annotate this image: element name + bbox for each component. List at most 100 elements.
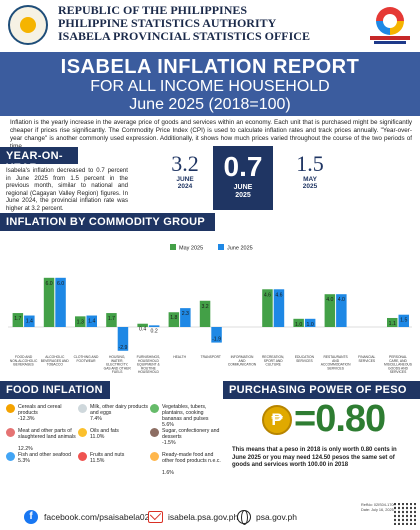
header-line-2: PHILIPPINE STATISTICS AUTHORITY — [58, 16, 277, 30]
food-item: Fruits and nuts 11.5% — [78, 452, 150, 476]
intro-paragraph: Inflation is the yearly increase in the … — [10, 119, 412, 150]
globe-icon[interactable] — [237, 510, 251, 525]
bar-june-13 — [398, 314, 409, 327]
release-date: Date: July 16, 2025 — [361, 507, 394, 512]
food-item-value: 11.5% — [90, 458, 105, 464]
data-label-may-2: 6.0 — [45, 281, 52, 287]
food-item-name: Fruits and nuts — [90, 452, 125, 458]
food-item-name: Vegetables, tubers, plantains, cooking b… — [162, 404, 209, 422]
data-label-may-7: 3.2 — [201, 304, 208, 310]
category-label-9: RECREATION, SPORT AND CULTURE — [262, 355, 284, 367]
inflation-june-2025-year: 2025 — [235, 192, 251, 199]
header-line-3: ISABELA PROVINCIAL STATISTICS OFFICE — [58, 29, 310, 43]
email-link[interactable]: isabela.psa.gov.ph — [168, 512, 239, 522]
qr-code — [394, 503, 416, 525]
food-item: Vegetables, tubers, plantains, cooking b… — [150, 404, 222, 428]
bar-june-3 — [86, 315, 97, 327]
facebook-icon[interactable]: f — [24, 510, 38, 524]
legend-swatch-2 — [218, 244, 224, 250]
inflation-may-2025: 1.5 MAY 2025 — [290, 152, 330, 191]
purchasing-power-heading: PURCHASING POWER OF PESO — [223, 381, 420, 399]
bar-may-2 — [43, 277, 55, 327]
food-category-icon — [6, 428, 15, 437]
bar-may-1 — [12, 313, 24, 327]
data-label-may-11: 4.0 — [326, 297, 333, 303]
food-item-value: -12.3% — [18, 416, 35, 422]
bar-june-10 — [304, 318, 316, 327]
title-banner: ISABELA INFLATION REPORT FOR ALL INCOME … — [0, 52, 420, 116]
inflation-may-2025-year: 2025 — [302, 183, 318, 190]
bar-may-6 — [168, 312, 180, 327]
website-link[interactable]: psa.gov.ph — [256, 512, 297, 522]
report-title: ISABELA INFLATION REPORT — [60, 56, 360, 78]
header: REPUBLIC OF THE PHILIPPINES PHILIPPINE S… — [0, 0, 420, 52]
commodity-bar-chart: May 2025 June 2025 1.7 1.4 FOOD AND NON-ALCOH… — [8, 244, 413, 374]
food-item: Fish and other seafood 5.3% — [6, 452, 78, 476]
category-label-12: FINANCIAL SERVICES — [358, 355, 376, 363]
food-category-icon — [78, 452, 87, 461]
food-item-value: 11.0% — [90, 434, 105, 440]
bar-june-7 — [211, 327, 222, 343]
bagong-pilipinas-logo — [368, 5, 412, 45]
inflation-june-2024: 3.2 JUNE 2024 — [165, 151, 205, 191]
legend-swatch-1 — [170, 244, 176, 250]
category-label-6: HEALTH — [173, 355, 186, 359]
peso-coin-icon: ₱ — [262, 405, 292, 435]
bar-june-1 — [24, 315, 35, 327]
food-item: Meat and other parts of slaughtered land… — [6, 428, 78, 452]
category-label-7: TRANSPORT — [201, 355, 221, 359]
reference-info: RefNo: 02IS04-1706 Date: July 16, 2025 — [361, 503, 396, 512]
data-label-may-6: 1.8 — [170, 315, 177, 321]
legend-label-2: June 2025 — [227, 246, 253, 252]
category-label-1: FOOD AND NON-ALCOHOLIC BEVERAGES — [10, 355, 38, 367]
bar-may-7 — [199, 300, 211, 327]
inflation-june-2025: 0.7 JUNE 2025 — [213, 146, 273, 210]
commodity-heading: INFLATION BY COMMODITY GROUP — [0, 213, 215, 231]
bar-may-9 — [262, 289, 273, 327]
inflation-june-2024-year: 2024 — [177, 183, 193, 190]
food-item-value: 7.4% — [90, 416, 102, 422]
header-line-1: REPUBLIC OF THE PHILIPPINES — [58, 3, 248, 17]
data-label-june-6: 2.3 — [182, 311, 189, 317]
category-label-8: INFORMATION AND COMMUNICATION — [228, 355, 257, 367]
data-label-may-1: 1.7 — [14, 316, 21, 322]
data-label-june-5: 0.2 — [151, 328, 158, 334]
bar-june-9 — [273, 289, 285, 327]
food-category-icon — [6, 404, 15, 413]
food-item-name: Cereals and cereal products — [18, 404, 62, 416]
bar-june-4 — [117, 327, 129, 351]
food-item: Milk, other dairy products and eggs 7.4% — [78, 404, 150, 428]
data-label-may-4: 1.7 — [108, 316, 115, 322]
report-subtitle: FOR ALL INCOME HOUSEHOLD — [90, 78, 330, 95]
category-label-11: RESTAURANTS AND ACCOMMODATION SERVICES — [321, 355, 351, 370]
data-label-june-7: -1.9 — [212, 337, 221, 343]
data-label-june-2: 6.0 — [57, 281, 64, 287]
category-label-5: FURNISHINGS, HOUSEHOLD EQUIPMENT & ROUTINE H… — [137, 355, 161, 374]
food-category-icon — [150, 404, 159, 413]
food-item-value: 1.6% — [162, 470, 174, 476]
psa-seal-logo — [8, 5, 48, 45]
data-label-may-3: 1.3 — [77, 319, 84, 325]
food-item-value: 12.2% — [18, 446, 33, 452]
category-label-4: HOUSING, WATER, ELECTRICITY, GAS AND OTHER F… — [104, 355, 132, 374]
food-item-value: -1.5% — [162, 440, 176, 446]
yoy-description: Isabela's inflation decreased to 0.7 per… — [6, 167, 128, 212]
bar-may-11 — [324, 294, 336, 327]
category-label-10: EDUCATION SERVICES — [295, 355, 315, 363]
data-label-june-3: 1.4 — [88, 319, 95, 325]
bar-june-11 — [336, 294, 347, 327]
category-label-13: PERSONAL CARE, AND MISCELLANEOUS GOODS AND S… — [384, 355, 413, 374]
facebook-link[interactable]: facebook.com/psaisabela0231 — [44, 512, 159, 522]
data-label-june-9: 4.6 — [275, 292, 282, 298]
food-category-icon — [78, 428, 87, 437]
yoy-heading: YEAR-ON-YEAR — [0, 147, 78, 174]
mail-icon[interactable] — [148, 511, 163, 523]
food-item-name: Oils and fats — [90, 428, 119, 434]
inflation-may-2025-month: MAY — [303, 176, 317, 183]
agency-header: REPUBLIC OF THE PHILIPPINES PHILIPPINE S… — [58, 4, 310, 43]
inflation-june-2024-value: 3.2 — [171, 151, 199, 176]
food-item: Oils and fats 11.0% — [78, 428, 150, 452]
data-label-june-11: 4.0 — [338, 297, 345, 303]
data-label-may-9: 4.6 — [264, 292, 271, 298]
food-item: Ready-made food and other food products … — [150, 452, 222, 476]
